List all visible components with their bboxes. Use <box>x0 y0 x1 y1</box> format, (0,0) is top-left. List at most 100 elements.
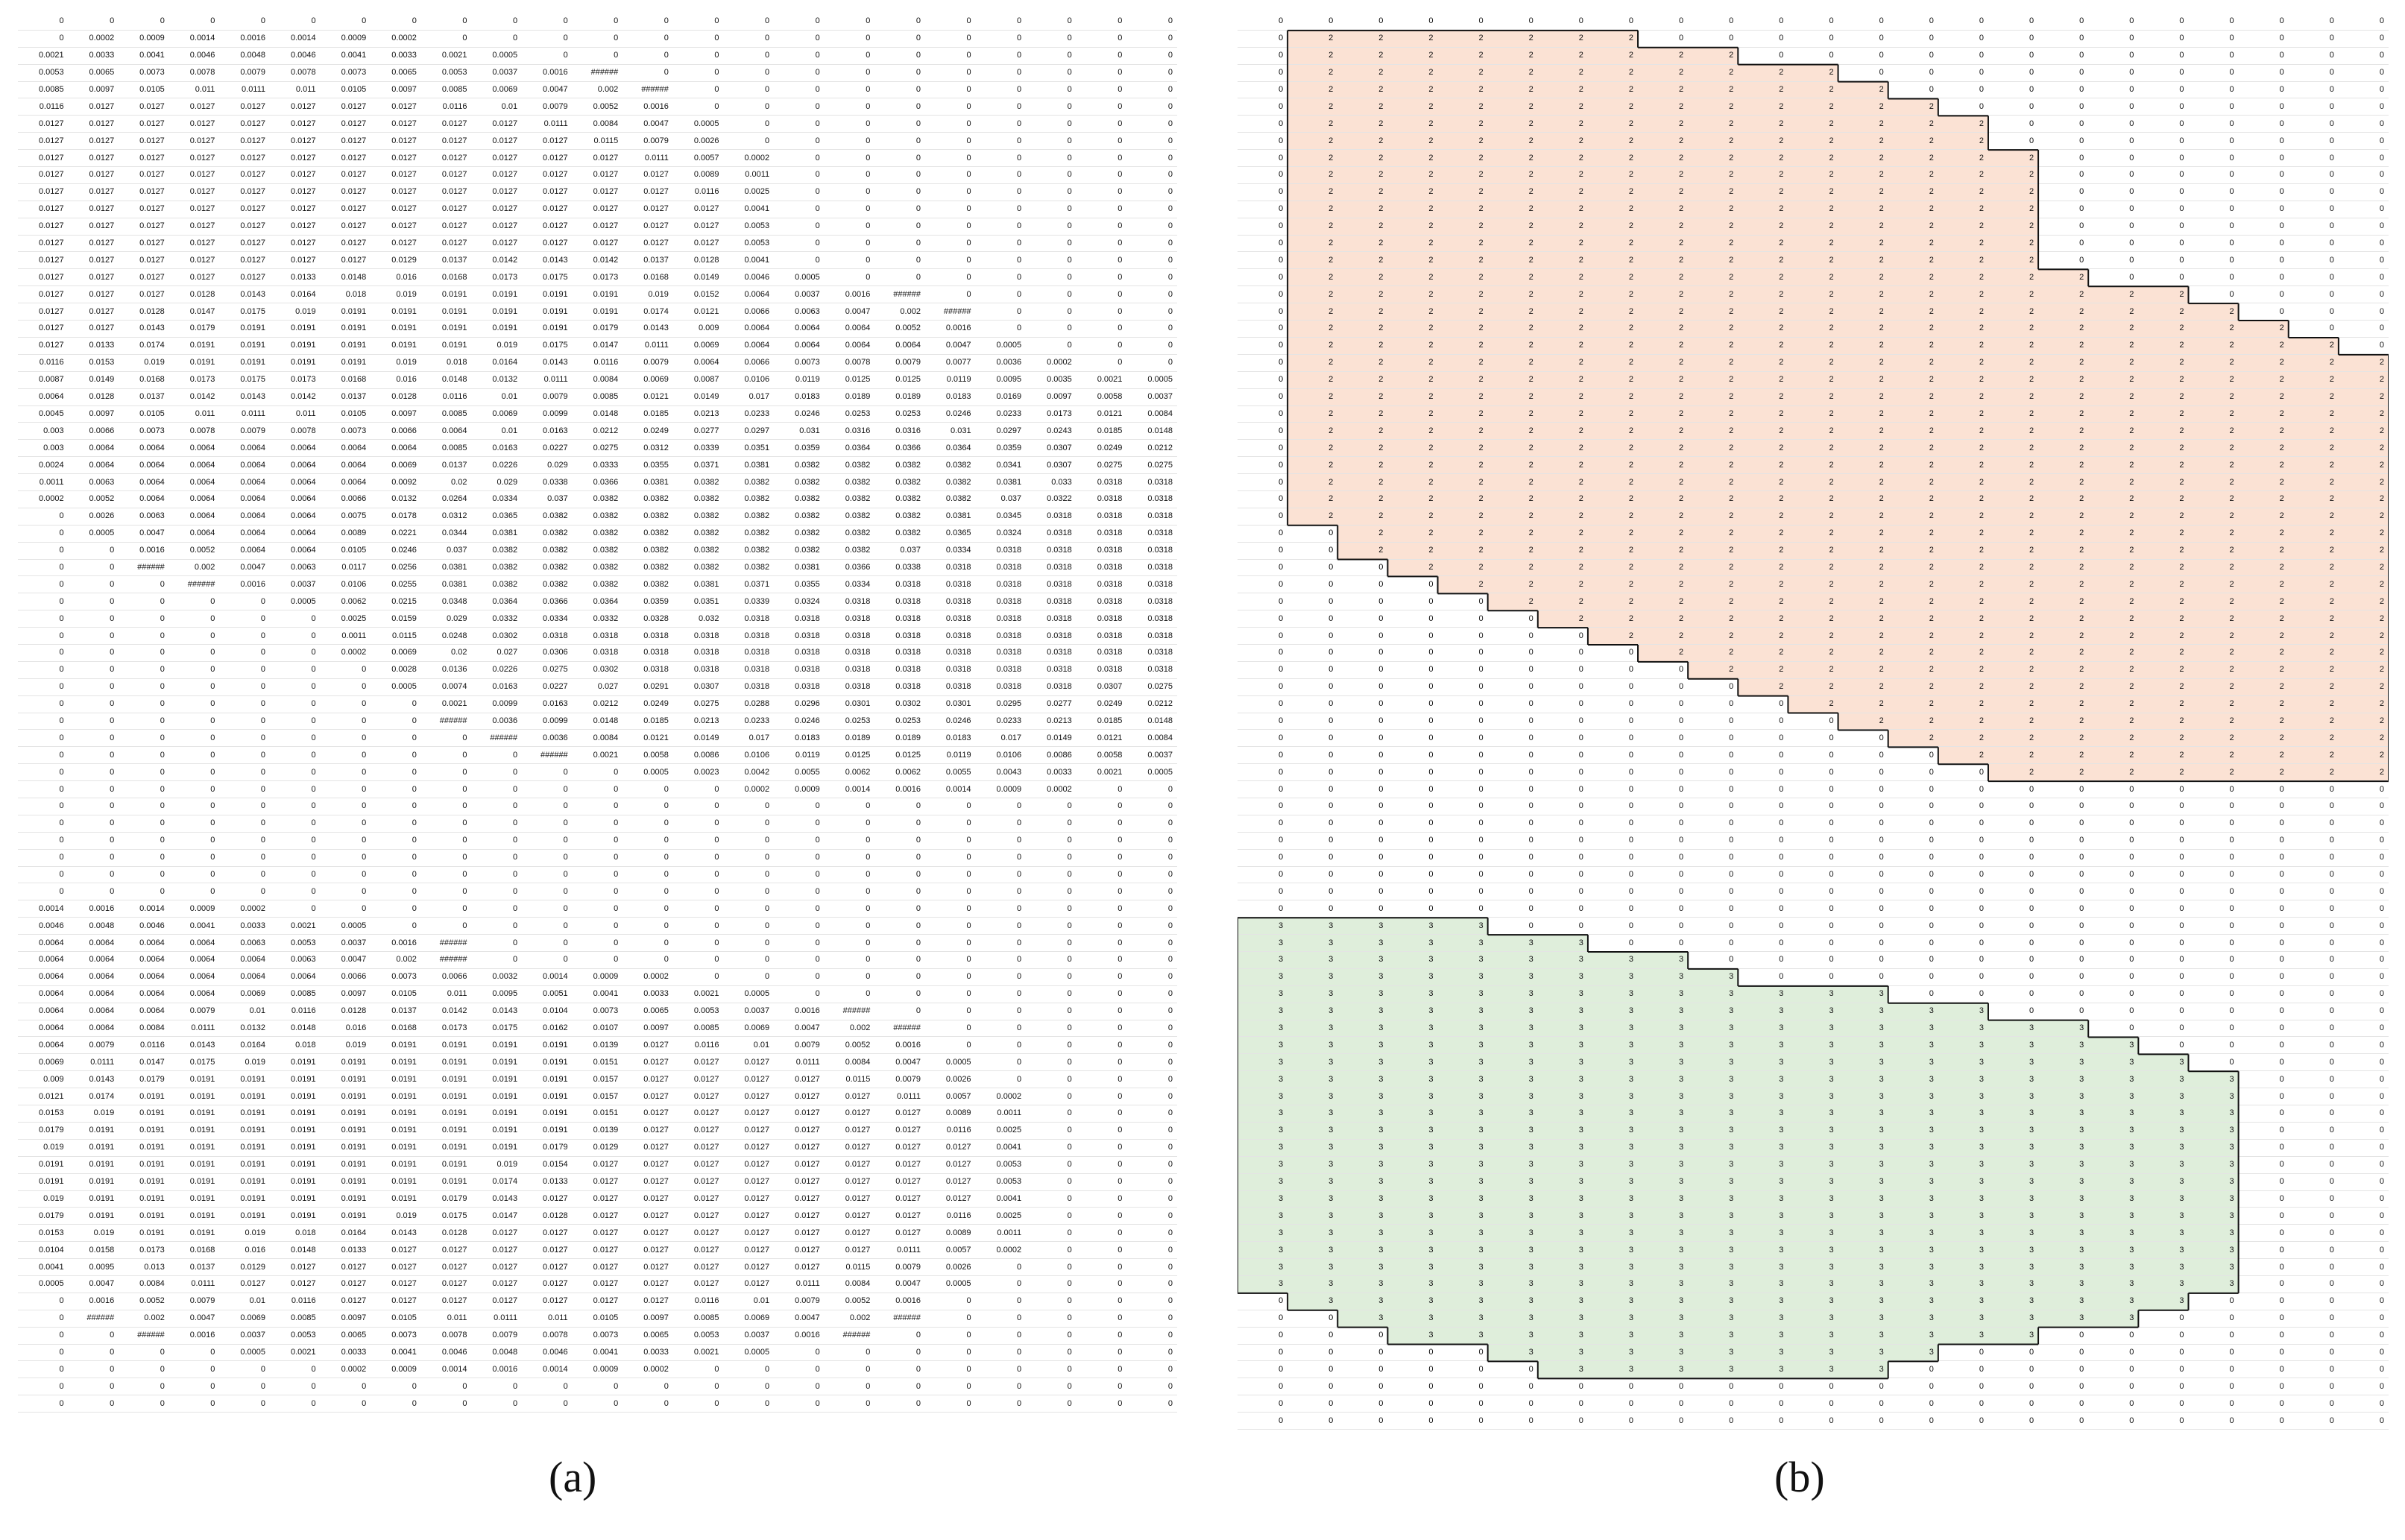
cell-b-zone2: 2 <box>1587 303 1639 321</box>
cell-a: 0.0191 <box>371 1191 421 1208</box>
cell-b-zone2: 2 <box>1337 457 1388 475</box>
cell-a: 0 <box>774 952 825 969</box>
cell-b: 0 <box>1238 150 1288 168</box>
cell-a: 0.0002 <box>723 150 775 168</box>
cell-b-zone2: 2 <box>1537 593 1588 611</box>
cell-a: 0.0127 <box>672 1276 724 1293</box>
cell-a: 0.0125 <box>874 747 925 765</box>
cell-b-zone3: 3 <box>1337 1122 1388 1140</box>
cell-b-zone2: 2 <box>1888 559 1938 577</box>
cell-b: 0 <box>1587 1413 1639 1430</box>
cell-b-zone2: 2 <box>1738 201 1788 218</box>
cell-b-zone3: 3 <box>1888 1037 1938 1055</box>
cell-b: 0 <box>2338 1191 2389 1208</box>
cell-a: 0.019 <box>18 1140 69 1157</box>
cell-a: 0 <box>1026 900 1077 918</box>
cell-a: 0 <box>975 1361 1027 1379</box>
cell-b-zone3: 3 <box>2188 1173 2239 1191</box>
cell-a: 0.0066 <box>320 969 371 986</box>
cell-b-zone2: 2 <box>1638 133 1689 151</box>
cell-b-zone2: 2 <box>1437 457 1488 475</box>
cell-a: 0.0127 <box>622 1208 673 1225</box>
cell-a: 0 <box>774 815 825 833</box>
cell-b-zone3: 3 <box>1688 1310 1739 1328</box>
cell-b: 0 <box>2338 1174 2389 1191</box>
cell-b: 0 <box>1337 850 1388 867</box>
cell-a: 0.0037 <box>723 1328 775 1345</box>
cell-a: 0.0127 <box>320 133 371 151</box>
cell-b: 0 <box>1938 918 1988 935</box>
cell-a: 0.011 <box>420 986 472 1003</box>
cell-a: 0 <box>270 696 321 713</box>
cell-b: 0 <box>2038 867 2089 884</box>
caption-a: (a) <box>549 1453 597 1501</box>
cell-b: 0 <box>1337 833 1388 850</box>
cell-a: 0.0002 <box>68 31 119 48</box>
cell-a: 0.0382 <box>572 508 623 526</box>
cell-b-zone2: 2 <box>2238 371 2289 389</box>
cell-a: 0 <box>1026 65 1077 82</box>
cell-a: 0.0041 <box>371 1345 421 1362</box>
cell-b: 0 <box>2088 13 2139 31</box>
cell-b-zone2: 2 <box>1688 474 1739 491</box>
cell-a: 0.0318 <box>924 560 976 577</box>
cell-a: 0.0021 <box>1076 372 1127 389</box>
cell-a: 0.0212 <box>1126 440 1177 458</box>
cell-b-zone2: 2 <box>2138 747 2189 765</box>
cell-b-zone2: 2 <box>1988 321 2039 338</box>
cell-a: 0.0037 <box>320 935 371 953</box>
cell-b: 0 <box>1988 1413 2039 1430</box>
cell-a: 0.0191 <box>270 1123 321 1140</box>
cell-a: 0.0078 <box>168 423 220 441</box>
cell-b-zone2: 2 <box>1688 218 1739 236</box>
cell-b-zone2: 2 <box>2288 610 2339 628</box>
cell-b: 0 <box>1337 1413 1388 1430</box>
cell-b: 0 <box>2288 1105 2339 1123</box>
cell-a: 0.0111 <box>219 82 271 99</box>
cell-b-zone2: 2 <box>1387 388 1438 406</box>
cell-a: 0 <box>219 798 271 815</box>
cell-a: 0.0365 <box>924 526 976 543</box>
cell-b-zone2: 2 <box>1738 218 1788 236</box>
cell-b-zone2: 2 <box>1387 354 1438 372</box>
cell-b-zone2: 2 <box>2088 628 2139 645</box>
cell-b-zone2: 2 <box>1487 252 1538 270</box>
cell-a: 0.0127 <box>471 1242 523 1260</box>
cell-a: 0 <box>975 1310 1027 1328</box>
cell-b-zone2: 2 <box>1537 440 1588 458</box>
cell-b: 0 <box>1688 13 1739 31</box>
cell-a: 0 <box>1126 236 1177 253</box>
cell-a: 0.032 <box>672 610 724 628</box>
cell-b-zone2: 2 <box>2238 457 2289 475</box>
cell-a: 0.0382 <box>622 576 673 594</box>
cell-a: 0.0191 <box>471 1054 523 1072</box>
cell-b-zone3: 3 <box>1337 1105 1388 1123</box>
cell-a: 0 <box>119 593 169 611</box>
cell-a: 0.0127 <box>824 1105 875 1123</box>
cell-a: 0.0127 <box>622 201 673 218</box>
cell-b: 0 <box>1487 610 1538 628</box>
cell-a: 0.0064 <box>219 952 271 969</box>
cell-b-zone3: 3 <box>1587 1054 1639 1072</box>
cell-a: 0.0127 <box>219 1276 271 1293</box>
cell-b-zone3: 3 <box>1938 1190 1988 1208</box>
cell-a: 0 <box>270 900 321 918</box>
cell-b-zone2: 2 <box>2288 490 2339 508</box>
cell-b-zone3: 3 <box>1337 985 1388 1003</box>
cell-b: 0 <box>2138 150 2189 168</box>
cell-b: 0 <box>1938 1378 1988 1396</box>
cell-a: 0.01 <box>219 1003 271 1020</box>
cell-b-zone3: 3 <box>1587 952 1639 969</box>
cell-b-zone3: 3 <box>1738 1259 1788 1276</box>
cell-a: 0.0275 <box>572 440 623 458</box>
cell-b-zone2: 2 <box>1788 201 1838 218</box>
cell-a: 0 <box>119 747 169 765</box>
cell-b-zone2: 2 <box>1587 559 1639 577</box>
cell-a: 0 <box>874 1328 925 1345</box>
cell-a: 0.0058 <box>1076 389 1127 406</box>
cell-b: 0 <box>2238 269 2289 287</box>
cell-b: 0 <box>1888 781 1938 798</box>
cell-a: 0.0318 <box>1126 628 1177 645</box>
cell-b-zone2: 2 <box>1838 644 1888 662</box>
cell-b: 0 <box>1988 781 2039 798</box>
